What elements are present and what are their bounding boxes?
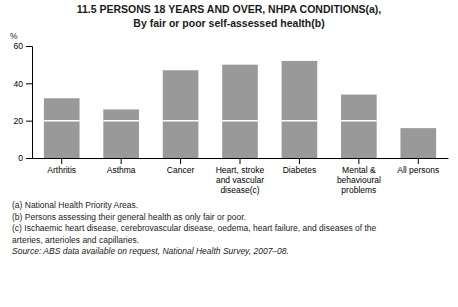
x-tick-mark: [358, 158, 359, 164]
y-tick: 40: [14, 79, 32, 89]
bar-segment: [163, 70, 199, 120]
bar-segment: [282, 121, 318, 158]
segment-divider: [44, 120, 80, 122]
bar-segment: [282, 61, 318, 121]
x-tick-label-line: disease(c): [220, 185, 259, 195]
y-axis-line: [26, 47, 33, 159]
x-tick-label-line: and vascular: [216, 175, 264, 185]
segment-divider: [222, 120, 258, 122]
chart: 11.5 PERSONS 18 YEARS AND OVER, NHPA CON…: [0, 0, 458, 307]
y-axis-label: %: [10, 31, 18, 41]
y-tick-label: 60: [14, 41, 24, 51]
note: (a) National Health Priority Areas.: [12, 200, 138, 210]
x-tick-label: Arthritis: [47, 165, 76, 175]
y-tick: 20: [14, 116, 32, 126]
bars: [44, 61, 436, 158]
bar-segment: [44, 98, 80, 120]
x-tick-label-line: All persons: [397, 165, 439, 175]
y-tick-mark: [26, 46, 32, 47]
note: (b) Persons assessing their general heal…: [12, 212, 246, 222]
segment-divider: [103, 120, 139, 122]
y-tick-mark: [26, 121, 32, 122]
x-tick: Mental &behaviouralproblems: [337, 158, 381, 195]
x-tick: Cancer: [167, 158, 195, 175]
y-axis: 0 20 40 60: [14, 41, 33, 163]
x-tick-mark: [418, 158, 419, 164]
bar-segment: [400, 128, 436, 158]
x-tick-label: Cancer: [167, 165, 195, 175]
x-tick-mark: [180, 158, 181, 164]
x-tick-label: Diabetes: [283, 165, 317, 175]
subtitle: By fair or poor self-assessed health(b): [133, 17, 324, 29]
note: (c) Ischaemic heart disease, cerebrovasc…: [12, 223, 377, 233]
bar-segment: [222, 65, 258, 121]
x-tick-label: Asthma: [107, 165, 136, 175]
y-tick-label: 0: [18, 153, 23, 163]
x-tick-label-line: behavioural: [337, 175, 381, 185]
x-tick-mark: [61, 158, 62, 164]
bar-segment: [103, 121, 139, 158]
y-tick-label: 20: [14, 116, 24, 126]
title: 11.5 PERSONS 18 YEARS AND OVER, NHPA CON…: [77, 3, 382, 15]
x-tick-label: Mental &behaviouralproblems: [337, 165, 381, 195]
x-tick-mark: [121, 158, 122, 164]
x-tick-label: All persons: [397, 165, 439, 175]
y-tick: 60: [14, 41, 32, 51]
x-tick: Asthma: [107, 158, 136, 175]
x-tick-label: Heart, strokeand vasculardisease(c): [216, 165, 265, 195]
bar-segment: [103, 109, 139, 120]
x-tick: All persons: [397, 158, 439, 175]
x-tick: Arthritis: [47, 158, 76, 175]
source: Source: ABS data available on request, N…: [12, 246, 289, 256]
x-tick-label-line: Asthma: [107, 165, 136, 175]
x-tick-mark: [299, 158, 300, 164]
y-tick-mark: [26, 83, 32, 84]
x-tick-label-line: Diabetes: [283, 165, 317, 175]
x-tick-label-line: Mental &: [342, 165, 376, 175]
bar-segment: [341, 121, 377, 158]
segment-divider: [341, 120, 377, 122]
bar-segment: [341, 95, 377, 121]
x-tick: Heart, strokeand vasculardisease(c): [216, 158, 265, 195]
x-tick-label-line: problems: [341, 185, 376, 195]
x-tick-label-line: Arthritis: [47, 165, 76, 175]
bar-segment: [163, 121, 199, 158]
x-tick-label-line: Cancer: [167, 165, 195, 175]
x-axis: Arthritis Asthma Cancer Heart, strokeand va…: [33, 158, 449, 195]
bar-segment: [222, 121, 258, 158]
x-tick-label-line: Heart, stroke: [216, 165, 265, 175]
y-tick-label: 40: [14, 79, 24, 89]
segment-divider: [163, 120, 199, 122]
y-tick-mark: [26, 158, 32, 159]
note: arteries, arterioles and capillaries.: [12, 235, 139, 245]
y-tick: 0: [18, 153, 32, 163]
segment-divider: [282, 120, 318, 122]
bar-segment: [44, 121, 80, 158]
x-tick-mark: [240, 158, 241, 164]
x-tick: Diabetes: [283, 158, 317, 175]
